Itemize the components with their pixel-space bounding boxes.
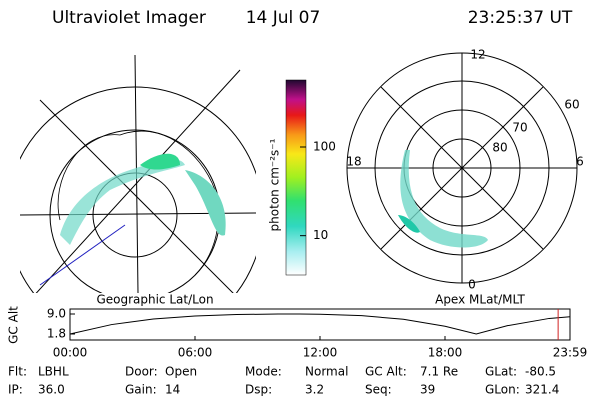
field-value: 36.0 [38, 383, 65, 397]
field-label: Flt: [8, 365, 27, 379]
geo-map [20, 55, 256, 293]
timeline-ylabel: GC Alt [7, 306, 21, 344]
lat-label: 60 [564, 98, 579, 112]
mag-map-label: Apex MLat/MLT [435, 293, 525, 307]
x-tick-label: 06:00 [178, 346, 213, 360]
x-tick-label: 00:00 [53, 346, 88, 360]
field-label: IP: [8, 383, 23, 397]
geo-map-label: Geographic Lat/Lon [96, 293, 213, 307]
field-value: Normal [305, 365, 348, 379]
field-value: -80.5 [525, 365, 556, 379]
mag-map [346, 52, 578, 284]
field-label: GLon: [485, 383, 520, 397]
y-tick-label: 9.0 [47, 307, 66, 321]
field-value: 39 [420, 383, 435, 397]
field-label: Door: [125, 365, 158, 379]
lat-label: 70 [512, 121, 527, 135]
color-bar-tick-label: 10 [313, 228, 328, 242]
title: Ultraviolet Imager [52, 8, 206, 28]
timeline-frame [69, 308, 571, 341]
mlt-label: 0 [468, 278, 476, 292]
color-bar-label: photon cm⁻²s⁻¹ [268, 138, 282, 231]
field-value: 3.2 [305, 383, 324, 397]
y-tick-label: 1.8 [47, 327, 66, 341]
color-bar [285, 79, 307, 276]
field-label: Gain: [125, 383, 157, 397]
altitude-line [69, 313, 571, 335]
field-label: Mode: [245, 365, 282, 379]
mlt-label: 12 [470, 48, 485, 62]
field-value: 14 [165, 383, 180, 397]
x-tick-label: 18:00 [428, 346, 463, 360]
field-value: LBHL [38, 365, 69, 379]
field-label: Dsp: [245, 383, 272, 397]
field-value: 7.1 Re [420, 365, 458, 379]
color-bar-tick-label: 100 [313, 140, 336, 154]
field-label: GC Alt: [365, 365, 407, 379]
x-tick-label: 23:59 [553, 346, 588, 360]
field-label: GLat: [485, 365, 517, 379]
field-value: Open [165, 365, 197, 379]
lat-label: 80 [492, 141, 507, 155]
date: 14 Jul 07 [246, 8, 321, 28]
mlt-label: 6 [576, 155, 584, 169]
x-tick-label: 12:00 [303, 346, 338, 360]
field-value: 321.4 [525, 383, 559, 397]
mlt-label: 18 [346, 155, 361, 169]
time: 23:25:37 UT [468, 8, 573, 28]
field-label: Seq: [365, 383, 392, 397]
